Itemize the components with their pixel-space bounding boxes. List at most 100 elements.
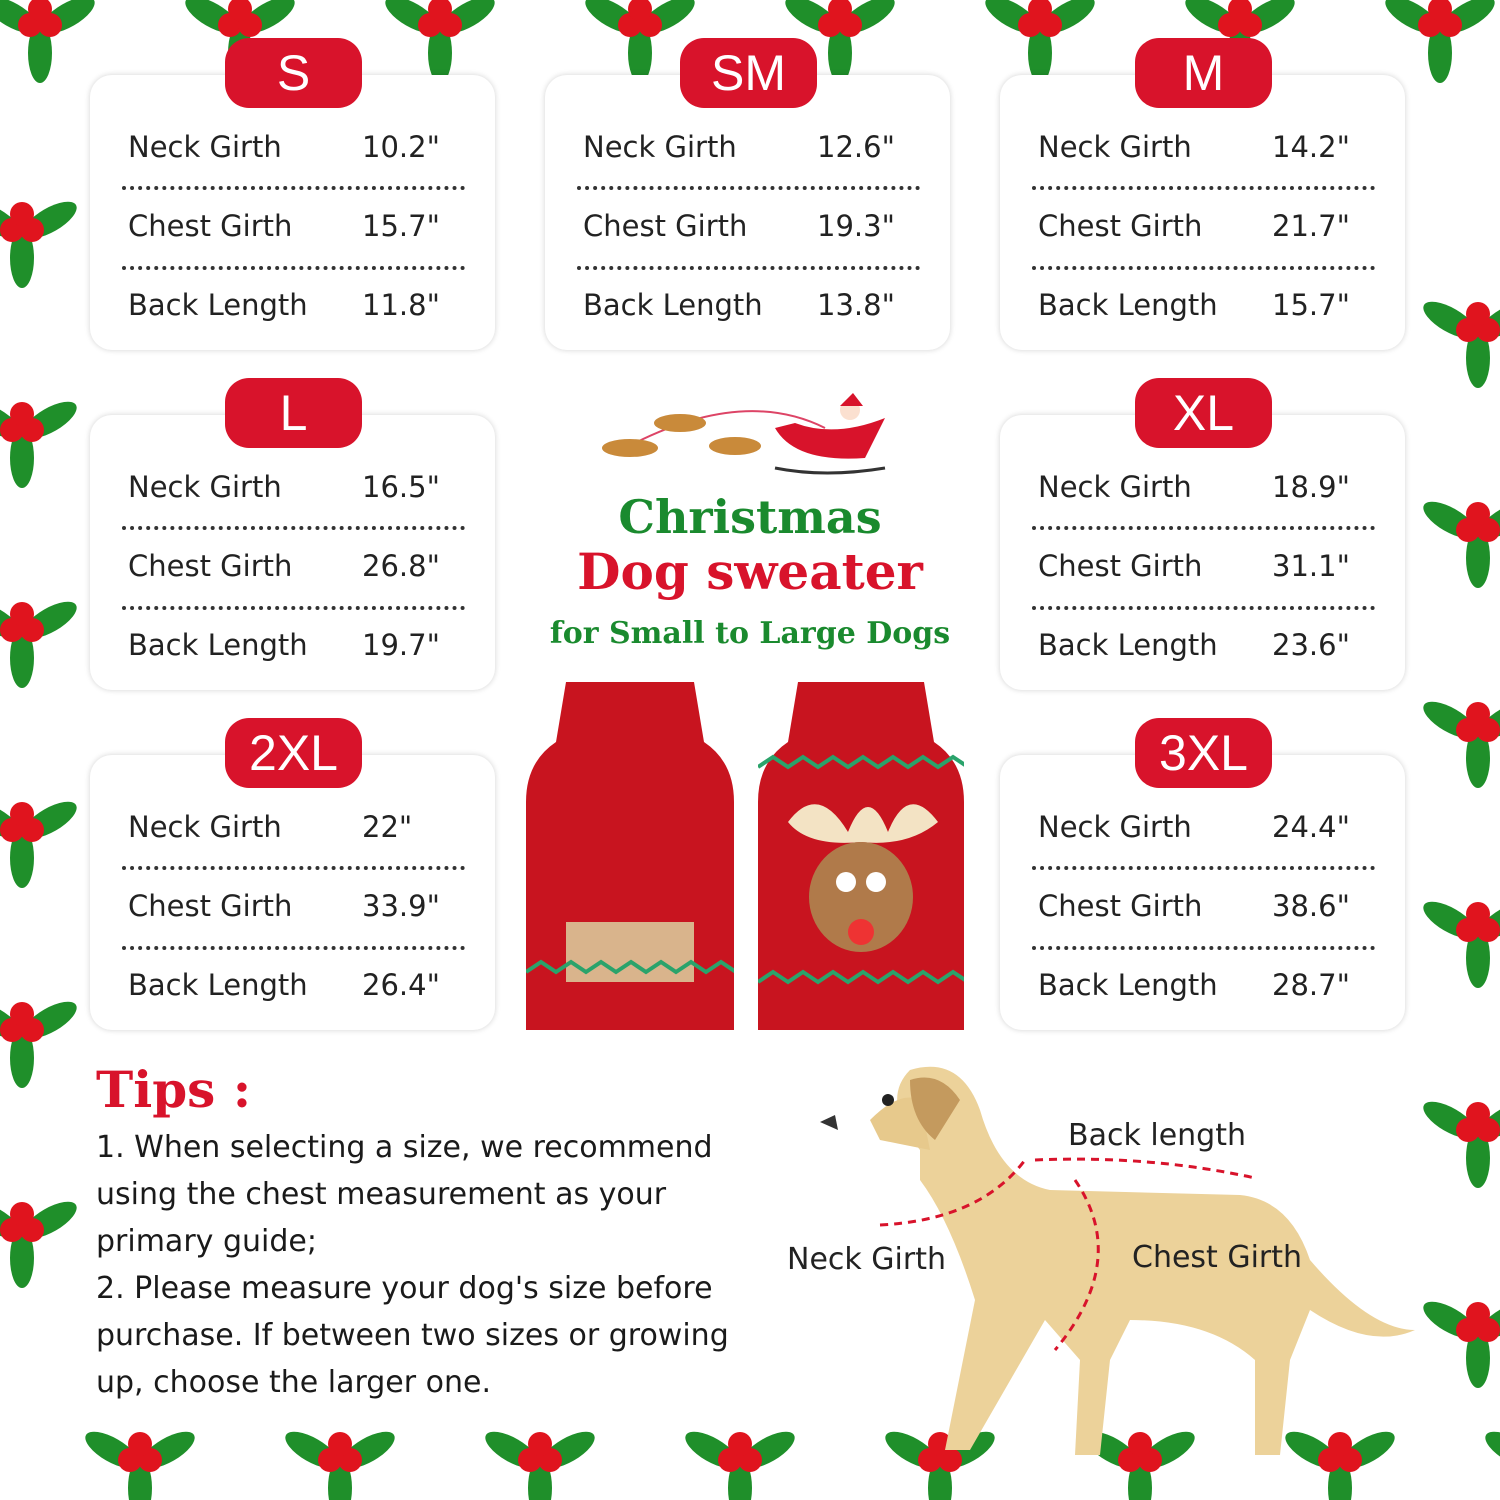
measurement-label: Neck Girth [1038,470,1192,504]
measurement-label: Chest Girth [583,209,748,243]
holly-icon [985,0,1095,83]
measurement-label: Chest Girth [1038,549,1203,583]
measurement-value: 10.2" [362,130,440,164]
santa-sleigh-illustration [602,393,886,475]
dotted-divider [1032,186,1375,190]
dotted-divider [1032,866,1375,870]
sweater-back-image [526,682,734,1030]
measurement-row: Back Length 26.4" [128,968,465,1008]
dotted-divider [577,186,920,190]
dotted-divider [122,266,465,270]
measurement-row: Chest Girth 19.3" [583,209,920,249]
holly-icon [1423,501,1500,588]
holly-icon [585,0,695,83]
measurement-label: Neck Girth [1038,810,1192,844]
holly-icon [785,0,895,83]
dotted-divider [1032,266,1375,270]
measurement-value: 23.6" [1272,628,1350,662]
holly-icon [285,1431,395,1500]
measurement-label: Back Length [128,628,308,662]
tips-heading: Tips : [96,1060,252,1119]
measurement-label: Neck Girth [128,130,282,164]
holly-icon [1423,301,1500,388]
measurement-label: Back Length [583,288,763,322]
measurement-label: Neck Girth [1038,130,1192,164]
measurement-row: Back Length 28.7" [1038,968,1375,1008]
measurement-row: Back Length 15.7" [1038,288,1375,328]
holly-icon [1285,1431,1395,1500]
measurement-row: Back Length 23.6" [1038,628,1375,668]
holly-icon [0,1201,77,1288]
measurement-label: Back Length [1038,628,1218,662]
size-badge: L [225,378,362,448]
measurement-label: Chest Girth [128,549,293,583]
dotted-divider [577,266,920,270]
measurement-value: 19.3" [817,209,895,243]
dotted-divider [122,946,465,950]
measurement-label: Neck Girth [128,810,282,844]
measurement-label: Back Length [1038,288,1218,322]
size-badge: S [225,38,362,108]
measurement-row: Chest Girth 38.6" [1038,889,1375,929]
measurement-row: Neck Girth 22" [128,810,465,850]
size-card-3xl: 3XL Neck Girth 24.4" Chest Girth 38.6" Back L… [1000,718,1405,1030]
measurement-value: 16.5" [362,470,440,504]
measurement-label: Chest Girth [128,209,293,243]
holly-icon [0,1001,77,1088]
measurement-row: Back Length 11.8" [128,288,465,328]
measurement-label: Chest Girth [1038,889,1203,923]
measurement-value: 22" [362,810,413,844]
measurement-row: Chest Girth 33.9" [128,889,465,929]
measurement-row: Chest Girth 26.8" [128,549,465,589]
measurement-value: 14.2" [1272,130,1350,164]
sweater-front-reindeer-image [758,682,964,1030]
measurement-row: Neck Girth 10.2" [128,130,465,170]
size-card-l: L Neck Girth 16.5" Chest Girth 26.8" Back Len… [90,378,495,690]
holly-icon [85,1431,195,1500]
tip-1: 1. When selecting a size, we recommend u… [96,1130,713,1259]
measurement-row: Neck Girth 12.6" [583,130,920,170]
holly-icon [0,201,77,288]
dog-measurement-illustration [820,1066,1415,1455]
dotted-divider [1032,946,1375,950]
measurement-label: Neck Girth [583,130,737,164]
holly-icon [485,1431,595,1500]
measurement-label: Back Length [1038,968,1218,1002]
holly-icon [0,801,77,888]
holly-icon [185,0,295,83]
chest-girth-label: Chest Girth [1132,1240,1303,1275]
holly-icon [1423,901,1500,988]
holly-icon [1485,1431,1500,1469]
measurement-label: Back Length [128,968,308,1002]
size-badge: 2XL [225,718,362,788]
measurement-value: 24.4" [1272,810,1350,844]
dotted-divider [1032,606,1375,610]
holly-icon [385,0,495,83]
measurement-value: 26.4" [362,968,440,1002]
holly-icon [1423,1101,1500,1188]
holly-icon [0,0,95,83]
measurement-row: Neck Girth 14.2" [1038,130,1375,170]
neck-girth-label: Neck Girth [787,1242,946,1277]
dotted-divider [122,606,465,610]
dotted-divider [122,866,465,870]
measurement-row: Back Length 19.7" [128,628,465,668]
measurement-row: Neck Girth 24.4" [1038,810,1375,850]
title-subtitle: for Small to Large Dogs [549,616,951,651]
measurement-value: 31.1" [1272,549,1350,583]
measurement-label: Neck Girth [128,470,282,504]
size-badge: M [1135,38,1272,108]
size-badge: 3XL [1135,718,1272,788]
measurement-value: 18.9" [1272,470,1350,504]
holly-icon [0,601,77,688]
size-card-m: M Neck Girth 14.2" Chest Girth 21.7" Back Len… [1000,38,1405,350]
title-dog-sweater: Dog sweater [577,542,923,601]
size-badge: XL [1135,378,1272,448]
measurement-label: Chest Girth [128,889,293,923]
holly-icon [1423,1301,1500,1388]
holly-icon [0,401,77,488]
size-card-sm: SM Neck Girth 12.6" Chest Girth 19.3" Back Le… [545,38,950,350]
measurement-row: Back Length 13.8" [583,288,920,328]
holly-icon [685,1431,795,1500]
